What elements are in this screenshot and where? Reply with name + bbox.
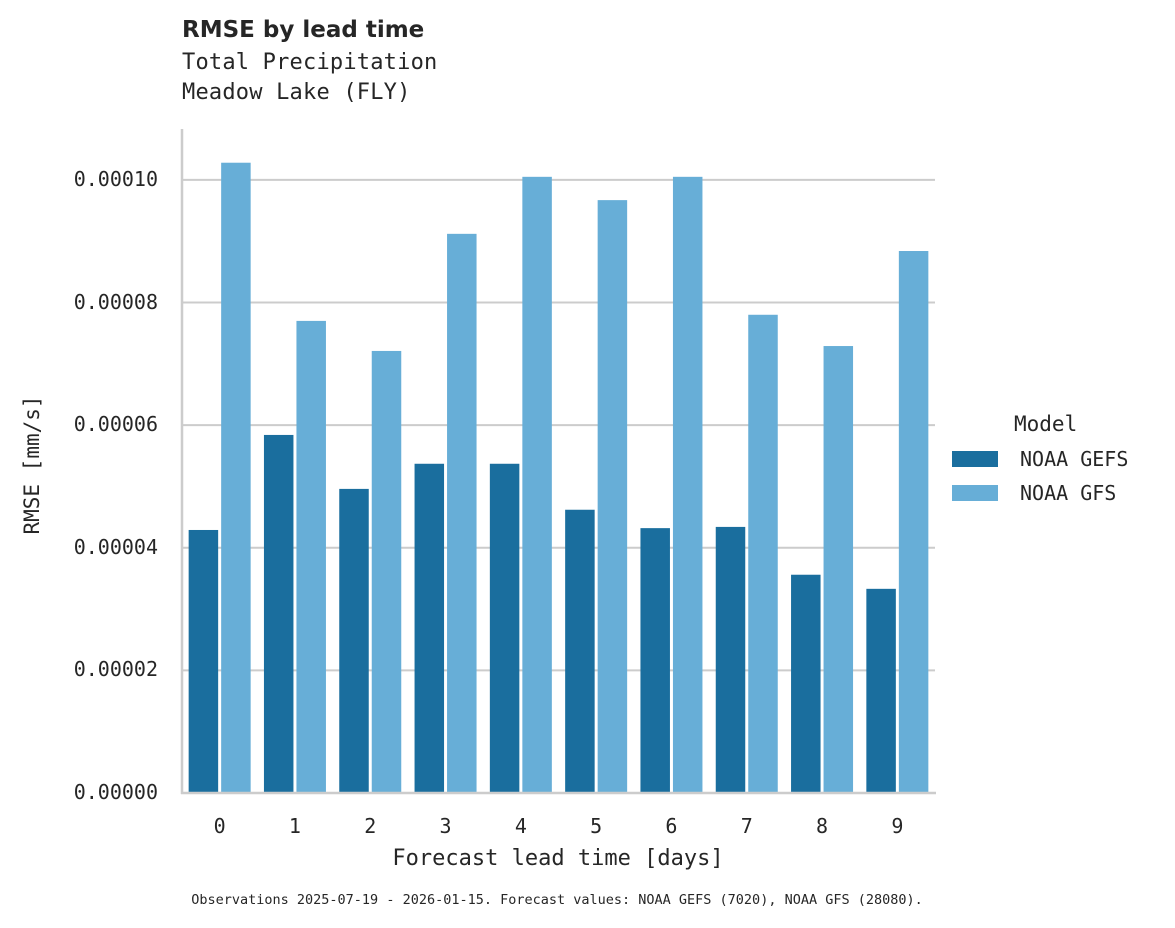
legend-label-gefs: NOAA GEFS — [1020, 447, 1129, 471]
y-axis-label: RMSE [mm/s] — [20, 395, 44, 535]
x-tick-label: 4 — [514, 814, 527, 838]
chart-subtitle-location: Meadow Lake (FLY) — [182, 80, 411, 105]
y-tick-label: 0.00000 — [73, 780, 158, 804]
y-tick-label: 0.00010 — [73, 166, 158, 191]
bar-gefs — [188, 529, 219, 793]
bar-gfs — [522, 176, 552, 794]
x-tick-label: 9 — [891, 814, 904, 838]
legend-item-gefs: NOAA GEFS — [952, 442, 1128, 476]
legend-label-gfs: NOAA GFS — [1020, 481, 1117, 505]
x-tick-label: 5 — [590, 814, 603, 838]
bar-gfs — [371, 350, 402, 793]
bar-gfs — [296, 320, 326, 793]
legend-swatch-gefs — [952, 451, 998, 467]
y-tick-label: 0.00002 — [73, 657, 158, 682]
bar-gefs — [339, 488, 369, 793]
x-axis-label: Forecast lead time [days] — [392, 846, 724, 871]
legend: Model NOAA GEFS NOAA GFS — [952, 412, 1128, 510]
bar-gefs — [791, 574, 821, 793]
bar-gefs — [640, 528, 670, 793]
x-tick-label: 2 — [364, 814, 377, 838]
x-tick-label: 0 — [213, 814, 226, 838]
bar-gefs — [414, 463, 445, 793]
bar-gfs — [672, 176, 703, 794]
legend-item-gfs: NOAA GFS — [952, 476, 1128, 510]
x-tick-label: 6 — [665, 814, 678, 838]
y-tick-label: 0.00008 — [73, 289, 158, 314]
bar-gefs — [565, 509, 595, 793]
x-tick-label: 3 — [439, 814, 452, 838]
legend-swatch-gfs — [952, 485, 998, 501]
bar-gefs — [715, 526, 746, 793]
footnote: Observations 2025-07-19 - 2026-01-15. Fo… — [191, 892, 923, 908]
bar-gfs — [447, 233, 477, 793]
bar-gfs — [898, 251, 929, 794]
bar-gfs — [597, 200, 628, 793]
bar-gfs — [221, 162, 251, 794]
y-tick-label: 0.00006 — [73, 412, 158, 437]
chart-subtitle-variable: Total Precipitation — [182, 50, 438, 75]
bar-gefs — [489, 463, 520, 793]
y-tick-label: 0.00004 — [73, 534, 158, 559]
x-tick-label: 8 — [816, 814, 829, 838]
legend-title: Model — [1014, 412, 1078, 436]
bar-gfs — [748, 314, 778, 793]
x-tick-label: 1 — [288, 814, 301, 838]
x-tick-label: 7 — [740, 814, 753, 838]
bar-gefs — [866, 588, 896, 793]
chart-title: RMSE by lead time — [182, 17, 425, 43]
bar-gfs — [823, 346, 854, 793]
bar-gefs — [263, 434, 294, 793]
